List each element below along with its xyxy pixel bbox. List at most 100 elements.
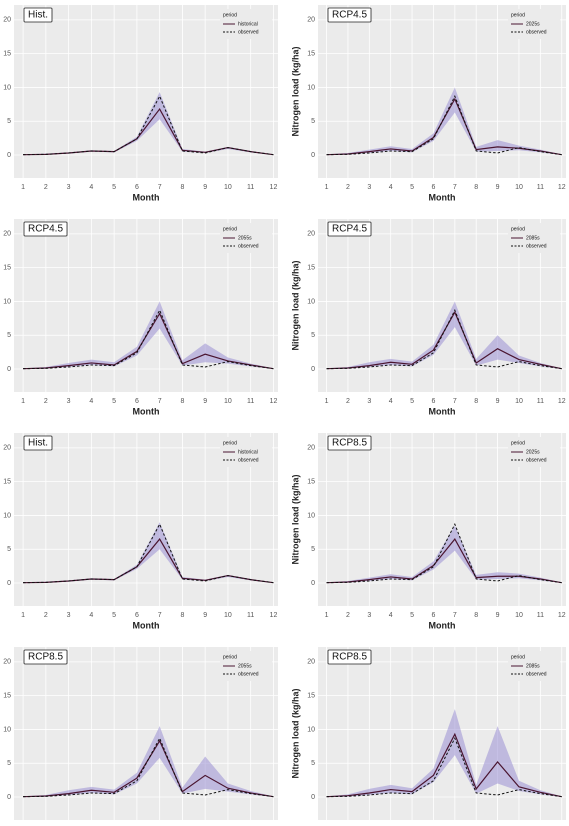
y-tick-label: 15	[3, 51, 11, 58]
x-tick-label: 8	[474, 398, 478, 405]
legend-label: observed	[526, 29, 547, 35]
x-tick-label: 12	[558, 184, 566, 191]
x-tick-label: 12	[558, 398, 566, 405]
y-tick-label: 5	[311, 760, 315, 767]
panel-label-box	[23, 221, 68, 237]
panel-label-box	[23, 435, 53, 451]
x-tick-label: 7	[158, 612, 162, 619]
x-tick-label: 9	[496, 184, 500, 191]
model-spread-band	[326, 87, 562, 156]
y-tick-label: 20	[3, 231, 11, 238]
y-tick-label: 10	[3, 298, 11, 305]
x-tick-label: 4	[389, 184, 393, 191]
x-tick-label: 1	[325, 398, 329, 405]
legend-label: 2025s	[526, 449, 540, 455]
legend-title: period	[223, 440, 237, 446]
legend-label: 2055s	[238, 235, 252, 241]
x-tick-label: 6	[431, 184, 435, 191]
y-tick-label: 10	[307, 512, 315, 519]
x-tick-label: 5	[112, 612, 116, 619]
y-tick-label: 20	[307, 231, 315, 238]
y-axis-label: Nitrogen load (kg/ha)	[290, 474, 300, 564]
panel-label: RCP8.5	[332, 438, 367, 449]
panel-label: RCP8.5	[28, 652, 63, 663]
y-tick-label: 10	[307, 298, 315, 305]
y-tick-label: 0	[7, 580, 11, 587]
x-tick-label: 11	[537, 612, 544, 619]
observed-line	[23, 737, 274, 798]
x-tick-label: 3	[67, 184, 71, 191]
y-axis-label: Nitrogen load (kg/ha)	[290, 688, 300, 778]
y-tick-label: 10	[307, 84, 315, 91]
panel-label: RCP4.5	[28, 224, 63, 235]
y-tick-label: 0	[7, 366, 11, 373]
x-tick-label: 8	[180, 184, 184, 191]
x-tick-label: 3	[367, 612, 371, 619]
x-tick-label: 5	[410, 398, 414, 405]
y-tick-label: 5	[7, 118, 11, 125]
legend-title: period	[223, 226, 237, 232]
legend-label: 2055s	[238, 663, 252, 669]
y-tick-label: 15	[307, 479, 315, 486]
legend-title: period	[511, 12, 525, 18]
x-tick-label: 4	[89, 184, 93, 191]
x-tick-label: 2	[346, 184, 350, 191]
x-tick-label: 5	[410, 612, 414, 619]
x-tick-label: 12	[270, 398, 278, 405]
panel-label-box	[327, 649, 372, 665]
legend-label: observed	[526, 457, 547, 463]
observed-line	[23, 523, 274, 584]
y-axis-label: Nitrogen load (kg/ha)	[290, 260, 300, 350]
x-tick-label: 6	[135, 612, 139, 619]
x-tick-label: 9	[203, 612, 207, 619]
x-tick-label: 10	[515, 184, 523, 191]
observed-line	[23, 309, 274, 370]
x-tick-label: 9	[203, 398, 207, 405]
x-tick-label: 11	[247, 184, 254, 191]
x-tick-label: 3	[67, 612, 71, 619]
y-tick-label: 15	[307, 265, 315, 272]
legend-label: observed	[526, 243, 547, 249]
legend-label: historical	[238, 449, 258, 455]
x-tick-label: 11	[247, 612, 254, 619]
model-line	[326, 310, 562, 370]
legend-title: period	[511, 654, 525, 660]
x-tick-label: 7	[453, 184, 457, 191]
y-tick-label: 5	[311, 332, 315, 339]
y-tick-label: 15	[307, 693, 315, 700]
x-tick-label: 2	[44, 184, 48, 191]
x-tick-label: 1	[325, 184, 329, 191]
panel-label: Hist.	[28, 438, 48, 449]
x-tick-label: 6	[135, 398, 139, 405]
panel-label-box	[327, 7, 372, 23]
y-tick-label: 0	[7, 794, 11, 801]
y-tick-label: 10	[307, 726, 315, 733]
legend-label: observed	[238, 29, 259, 35]
y-tick-label: 10	[3, 512, 11, 519]
y-tick-label: 0	[311, 794, 315, 801]
legend-title: period	[511, 440, 525, 446]
x-tick-label: 12	[558, 612, 566, 619]
x-tick-label: 7	[453, 612, 457, 619]
y-axis-label: Nitrogen load (kg/ha)	[290, 46, 300, 136]
y-tick-label: 15	[307, 51, 315, 58]
x-axis-label: Month	[429, 192, 456, 202]
y-tick-label: 5	[311, 118, 315, 125]
x-tick-label: 1	[21, 398, 25, 405]
x-axis-label: Month	[133, 192, 160, 202]
x-tick-label: 11	[537, 184, 544, 191]
x-tick-label: 9	[496, 398, 500, 405]
legend-label: 2085s	[526, 663, 540, 669]
panel-label: RCP4.5	[332, 224, 367, 235]
y-tick-label: 10	[3, 84, 11, 91]
x-tick-label: 9	[203, 184, 207, 191]
x-tick-label: 5	[112, 398, 116, 405]
x-axis-label: Month	[429, 620, 456, 630]
y-tick-label: 15	[3, 479, 11, 486]
y-tick-label: 20	[307, 17, 315, 24]
x-tick-label: 3	[67, 398, 71, 405]
model-spread-band	[326, 525, 562, 584]
